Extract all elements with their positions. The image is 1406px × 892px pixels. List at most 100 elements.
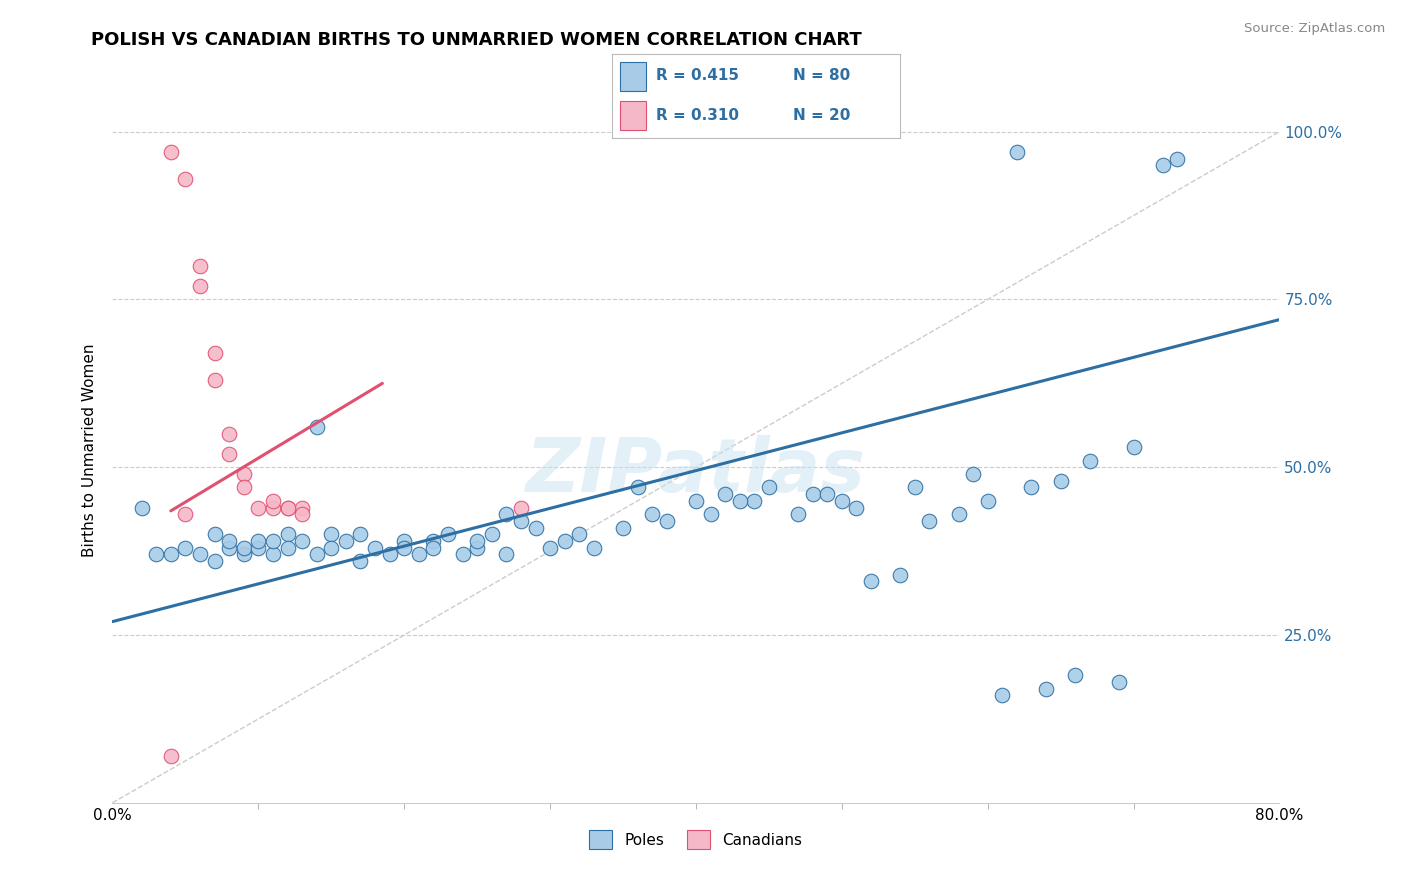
Point [641,507,664,521]
Point [188,279,211,293]
Point [728,493,751,508]
Point [174,171,197,186]
Point [160,748,183,763]
Text: R = 0.415: R = 0.415 [657,68,740,83]
Point [276,500,298,515]
Point [262,534,284,549]
Point [218,541,240,555]
Point [495,507,517,521]
Point [247,541,270,555]
Point [1021,480,1043,494]
Point [422,534,444,549]
Point [145,548,167,562]
Point [627,480,650,494]
Point [321,541,343,555]
Point [1152,158,1174,172]
Point [509,500,531,515]
Point [1035,681,1057,696]
Point [232,467,254,481]
Point [349,554,371,568]
Point [742,493,765,508]
Text: N = 80: N = 80 [793,68,851,83]
Point [1005,145,1028,159]
Point [655,514,678,528]
Point [160,145,183,159]
Point [204,373,226,387]
Point [276,541,298,555]
Point [364,541,387,555]
Point [1078,453,1101,467]
Point [685,493,707,508]
Point [378,548,401,562]
Point [801,487,824,501]
Point [860,574,883,589]
Point [291,500,314,515]
Point [232,480,254,494]
Point [305,548,328,562]
Point [437,527,460,541]
Point [291,534,314,549]
Point [305,420,328,434]
Point [276,527,298,541]
Point [787,507,810,521]
Text: N = 20: N = 20 [793,108,851,123]
Point [131,500,153,515]
Text: Source: ZipAtlas.com: Source: ZipAtlas.com [1244,22,1385,36]
Point [612,521,634,535]
Point [465,534,488,549]
Point [524,521,547,535]
Point [582,541,605,555]
Point [991,689,1014,703]
Point [247,500,270,515]
Point [962,467,984,481]
Point [276,500,298,515]
Point [188,548,211,562]
Point [422,541,444,555]
Point [321,527,343,541]
Point [568,527,591,541]
Point [465,541,488,555]
Point [845,500,868,515]
Point [204,346,226,360]
Point [232,548,254,562]
Point [408,548,430,562]
Point [291,507,314,521]
Point [889,567,911,582]
Point [174,541,197,555]
Y-axis label: Births to Unmarried Women: Births to Unmarried Women [82,343,97,558]
Point [262,500,284,515]
Point [204,527,226,541]
Point [948,507,970,521]
Point [232,541,254,555]
Point [335,534,357,549]
Point [554,534,576,549]
Point [349,527,371,541]
Point [218,426,240,441]
Point [262,493,284,508]
Point [976,493,998,508]
Point [1108,675,1130,690]
Point [509,514,531,528]
Point [262,548,284,562]
Text: POLISH VS CANADIAN BIRTHS TO UNMARRIED WOMEN CORRELATION CHART: POLISH VS CANADIAN BIRTHS TO UNMARRIED W… [91,31,862,49]
Point [699,507,721,521]
Point [451,548,474,562]
Point [1122,440,1144,454]
Point [1064,668,1087,682]
Point [495,548,517,562]
FancyBboxPatch shape [620,101,647,130]
Text: ZIPatlas: ZIPatlas [526,435,866,508]
Point [904,480,927,494]
Point [918,514,941,528]
FancyBboxPatch shape [620,62,647,91]
Point [1049,474,1071,488]
Point [758,480,780,494]
Point [394,534,416,549]
Point [394,541,416,555]
Point [174,507,197,521]
Point [481,527,503,541]
Point [815,487,838,501]
Point [218,447,240,461]
Point [1298,145,1320,159]
Point [831,493,853,508]
